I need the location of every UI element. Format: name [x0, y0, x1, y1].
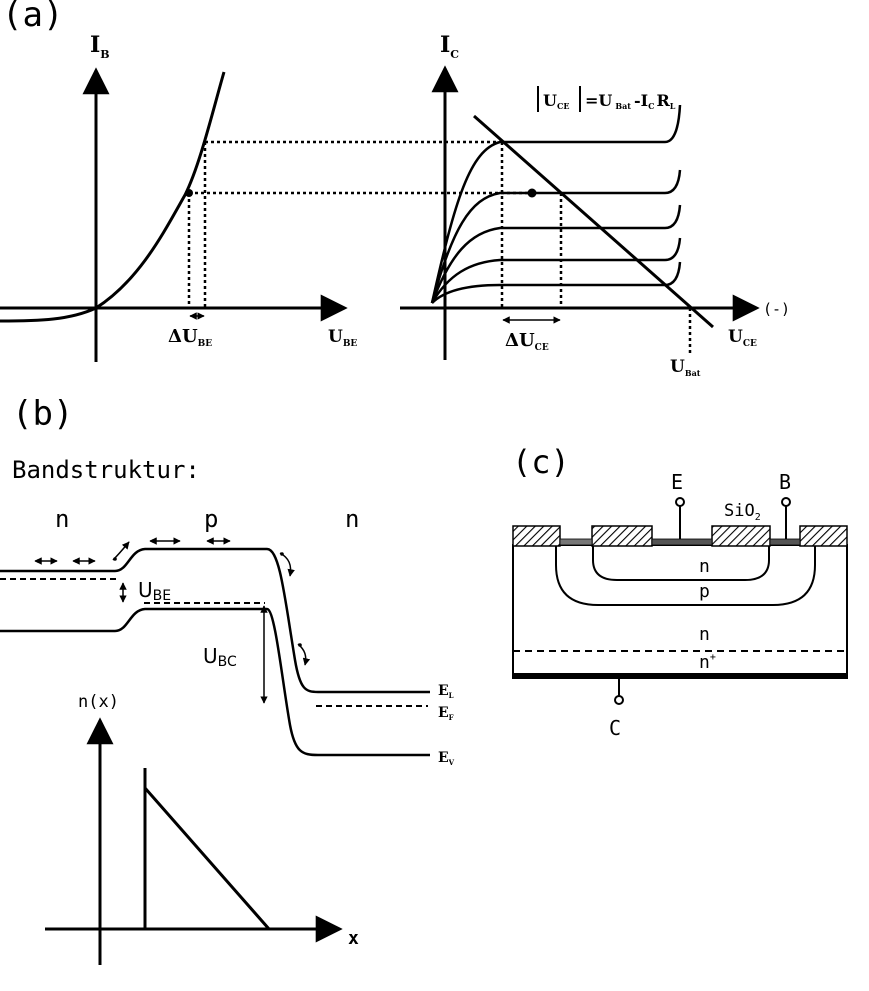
region-label-p: p: [204, 505, 218, 533]
panel-b-label: (b): [12, 394, 73, 434]
n-emitter-region: [592, 546, 770, 581]
valence-band: [0, 607, 430, 757]
ubc-label: UBC: [203, 644, 237, 670]
layer-label-n-plus: n+: [699, 652, 716, 673]
level-label-el: EL: [438, 683, 454, 700]
y-axis-label-ib: IB: [90, 32, 110, 61]
oxide-segment-4: [799, 525, 848, 547]
band-diagram: [0, 547, 430, 757]
ube-label: UBE: [138, 578, 171, 604]
layer-label-p-base: p: [699, 581, 710, 602]
contact-dots-1: [559, 538, 593, 546]
x-axis-sign: (-): [763, 300, 790, 318]
region-label-n-right: n: [345, 505, 359, 533]
electron-arrow-7: [297, 643, 311, 666]
oxide-segment-3: [711, 525, 771, 547]
load-line: [473, 114, 714, 329]
panel-c-label: (c): [512, 443, 570, 481]
base-terminal: [781, 497, 791, 507]
electron-dot: [280, 552, 284, 556]
layer-label-n-emitter: n: [699, 556, 710, 577]
panel-c: (c) E B C SiO2 n p n: [512, 443, 848, 740]
electron-dot: [113, 557, 117, 561]
input-curve: [0, 71, 226, 323]
emitter-contact: [651, 538, 713, 546]
terminal-label-e: E: [671, 470, 683, 494]
electron-dot: [298, 643, 302, 647]
ubat-label: UBat: [670, 357, 701, 378]
delta-uce-label: ΔUCE: [505, 330, 549, 353]
oxide-label: SiO2: [724, 501, 761, 523]
oxide-segment-1: [512, 525, 561, 547]
panel-b: (b) Bandstruktur: n p n: [0, 394, 455, 965]
electron-arrow-6: [279, 552, 295, 577]
collector-terminal: [614, 695, 624, 705]
output-curves: [430, 104, 682, 304]
operating-point-right: [527, 188, 537, 198]
electron-dot: [208, 539, 212, 543]
nx-label: n(x): [78, 692, 119, 712]
level-label-ef: EF: [438, 705, 454, 722]
output-curve-5: [430, 104, 682, 304]
terminal-label-b: B: [779, 470, 791, 494]
x-label: x: [348, 928, 359, 949]
transistor-cross-section: E B C SiO2 n p n n+: [512, 470, 848, 740]
conduction-band: [0, 547, 430, 694]
band-structure-title: Bandstruktur:: [12, 456, 200, 484]
terminal-label-c: C: [609, 716, 621, 740]
load-line-equation: UCE =U Bat -IC RL: [537, 86, 676, 112]
x-axis-label-ube: UBE: [328, 327, 357, 349]
input-characteristic-plot: IB UBE ΔUBE: [0, 32, 357, 362]
electron-dot: [74, 559, 78, 563]
equation-lhs: UCE: [543, 91, 569, 111]
n-plus-layer: [513, 673, 847, 679]
electron-dots: [36, 539, 302, 647]
y-axis-label-ic: IC: [440, 32, 459, 61]
delta-ube-label: ΔUBE: [168, 326, 212, 349]
panel-a: (a) IB UBE ΔUBE: [0, 0, 790, 378]
output-characteristic-plot: IC UCE (-) ΔUCE UBat UCE =U Bat -IC RL: [400, 32, 790, 378]
output-curve-3: [430, 204, 682, 304]
panel-a-label: (a): [2, 0, 63, 35]
layer-label-n-collector: n: [699, 624, 710, 645]
region-label-n-left: n: [55, 505, 69, 533]
emitter-terminal: [675, 497, 685, 507]
base-contact: [769, 538, 801, 546]
equation-rhs: =U Bat -IC RL: [585, 91, 676, 111]
carrier-density-plot: n(x) x: [45, 692, 359, 965]
oxide-segment-2: [591, 525, 653, 547]
electron-dot: [36, 559, 40, 563]
output-curve-1: [431, 261, 682, 304]
substrate-body: [512, 544, 848, 679]
p-base-region: [555, 546, 816, 606]
x-axis-label-uce: UCE: [728, 327, 757, 349]
output-curve-2: [430, 237, 682, 304]
level-label-ev: EV: [438, 750, 455, 767]
electron-dot: [151, 539, 155, 543]
output-curve-4: [430, 169, 682, 304]
carrier-density-curve: [143, 768, 271, 930]
